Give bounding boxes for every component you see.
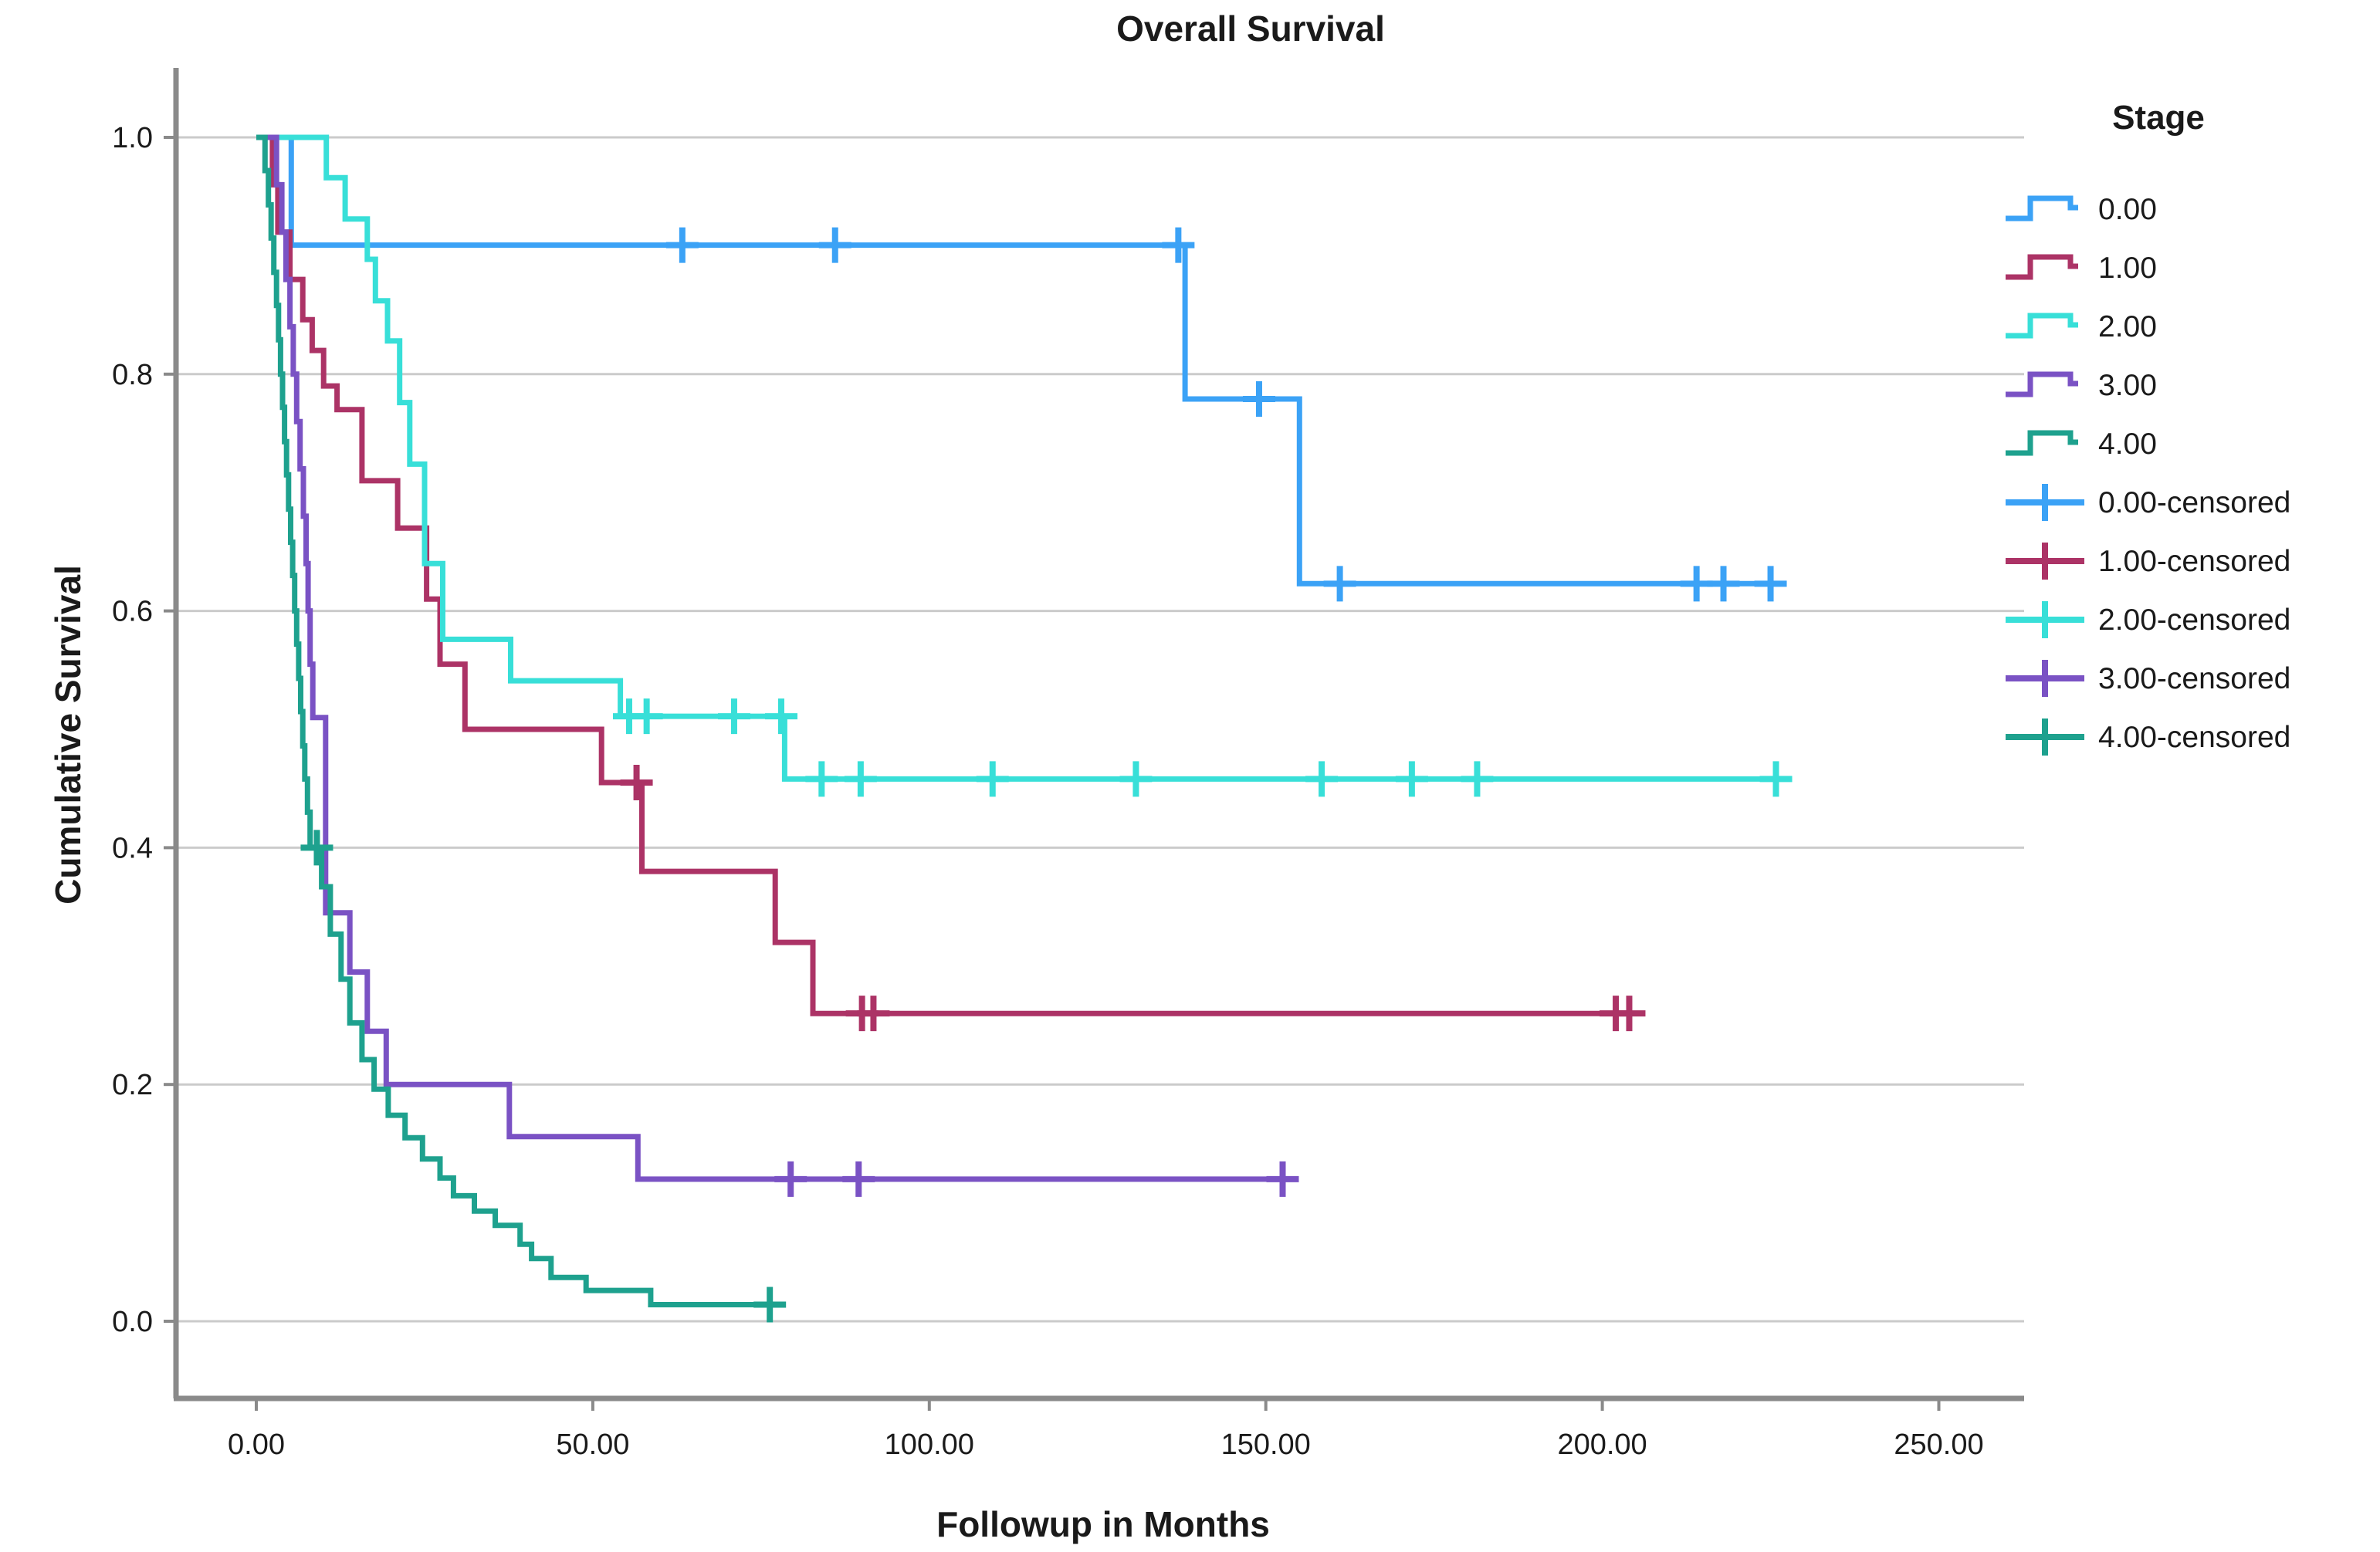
legend-item-stage-2: 2.00 xyxy=(2004,297,2380,356)
censor-mark-2.00 xyxy=(765,698,797,735)
censor-mark-4.00 xyxy=(300,830,333,866)
y-tick-label: 0.2 xyxy=(112,1069,153,1101)
x-tick-label: 150.00 xyxy=(1221,1429,1311,1461)
legend-item-stage-0: 0.00 xyxy=(2004,180,2380,238)
legend-label: 0.00 xyxy=(2098,192,2157,226)
censor-mark-4.00 xyxy=(753,1287,787,1323)
legend-label: 4.00-censored xyxy=(2098,720,2291,754)
censored-swatch xyxy=(2006,484,2084,521)
censor-mark-0.00 xyxy=(665,227,699,263)
censor-mark-1.00 xyxy=(857,996,890,1032)
y-tick-label: 0.4 xyxy=(112,832,153,864)
chart-title: Overall Survival xyxy=(1116,8,1385,49)
legend-label: 1.00 xyxy=(2098,251,2157,285)
step-line-swatch xyxy=(2006,430,2078,456)
legend-label: 0.00-censored xyxy=(2098,485,2291,519)
legend-item-stage-3-censored: 3.00-censored xyxy=(2004,649,2380,708)
y-tick-label: 0.8 xyxy=(112,359,153,391)
censor-mark-0.00 xyxy=(1242,381,1275,418)
censor-mark-1.00 xyxy=(620,765,653,801)
legend-label: 2.00 xyxy=(2098,309,2157,343)
x-axis-title: Followup in Months xyxy=(936,1504,1270,1544)
legend-item-stage-2-censored: 2.00-censored xyxy=(2004,590,2380,649)
censor-mark-3.00 xyxy=(774,1161,807,1197)
censor-mark-2.00 xyxy=(1461,761,1494,797)
legend-item-stage-4: 4.00 xyxy=(2004,414,2380,473)
legend-label: 4.00 xyxy=(2098,427,2157,461)
x-tick-label: 200.00 xyxy=(1557,1429,1647,1461)
censor-mark-0.00 xyxy=(1754,566,1787,602)
y-axis-title: Cumulative Survival xyxy=(48,565,88,904)
step-line-swatch xyxy=(2006,313,2078,339)
step-line-swatch xyxy=(2006,254,2078,280)
y-tick-label: 0.0 xyxy=(112,1306,153,1338)
legend-item-stage-1-censored: 1.00-censored xyxy=(2004,532,2380,590)
x-tick-label: 50.00 xyxy=(556,1429,629,1461)
x-tick-label: 0.00 xyxy=(228,1429,285,1461)
legend-item-stage-1: 1.00 xyxy=(2004,238,2380,297)
legend-label: 2.00-censored xyxy=(2098,603,2291,637)
censor-mark-2.00 xyxy=(976,761,1009,797)
y-tick-label: 0.6 xyxy=(112,596,153,628)
legend-label: 1.00-censored xyxy=(2098,544,2291,578)
censor-mark-2.00 xyxy=(1759,761,1793,797)
y-tick-label: 1.0 xyxy=(112,122,153,154)
step-line-swatch xyxy=(2006,195,2078,221)
censor-mark-3.00 xyxy=(842,1161,875,1197)
legend-item-stage-0-censored: 0.00-censored xyxy=(2004,473,2380,532)
legend-label: 3.00 xyxy=(2098,368,2157,402)
censor-mark-2.00 xyxy=(717,698,750,735)
censor-mark-0.00 xyxy=(1162,227,1195,263)
censored-swatch xyxy=(2006,719,2084,756)
censor-mark-3.00 xyxy=(1266,1161,1299,1197)
survival-curve-0.00 xyxy=(256,134,1784,587)
survival-curve-2.00 xyxy=(256,134,1784,782)
legend-item-stage-3: 3.00 xyxy=(2004,356,2380,414)
legend: Stage 0.00 1.00 2.00 3.00 4.00 xyxy=(2004,99,2380,766)
survival-curve-3.00 xyxy=(256,134,1283,1182)
survival-curve-1.00 xyxy=(256,134,1637,1016)
censor-mark-2.00 xyxy=(630,698,663,735)
censor-mark-0.00 xyxy=(1323,566,1356,602)
censored-swatch xyxy=(2006,543,2084,580)
legend-label: 3.00-censored xyxy=(2098,661,2291,695)
censor-mark-2.00 xyxy=(844,761,877,797)
censor-mark-2.00 xyxy=(1119,761,1153,797)
step-line-swatch xyxy=(2006,371,2078,397)
censor-mark-1.00 xyxy=(1613,996,1646,1032)
x-tick-label: 100.00 xyxy=(885,1429,974,1461)
censored-swatch xyxy=(2006,601,2084,638)
legend-title: Stage xyxy=(2112,99,2205,137)
x-tick-label: 250.00 xyxy=(1894,1429,1983,1461)
censored-swatch xyxy=(2006,660,2084,697)
censor-mark-2.00 xyxy=(805,761,838,797)
censor-mark-0.00 xyxy=(818,227,851,263)
legend-item-stage-4-censored: 4.00-censored xyxy=(2004,708,2380,766)
censor-mark-2.00 xyxy=(1395,761,1428,797)
survival-curve-4.00 xyxy=(256,134,770,1307)
censor-mark-0.00 xyxy=(1707,566,1740,602)
censor-mark-2.00 xyxy=(1305,761,1339,797)
